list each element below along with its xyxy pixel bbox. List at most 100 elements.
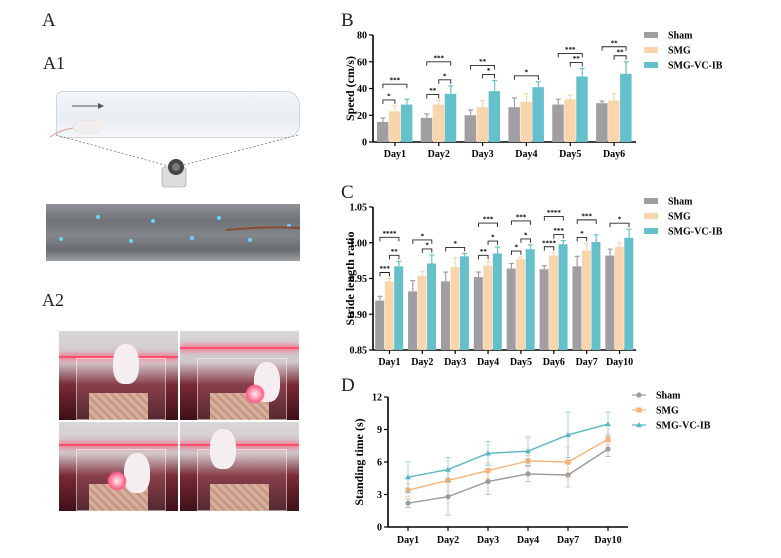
y-axis-title: Stride length ratio [343,232,357,326]
x-tick-label: Day4 [517,535,539,546]
bar-smg [564,99,576,142]
significance-label: ** [573,55,581,63]
significance-bracket [382,99,396,104]
y-tick-label: 3 [377,490,382,501]
legend-label-0: Sham [668,31,693,42]
significance-bracket [421,248,433,253]
legend-label-2: SMG-VC-IB [656,421,711,432]
significance-bracket [613,55,627,60]
significance-label: ** [611,39,619,47]
y-tick-label: 0.85 [350,346,368,357]
significance-label: * [453,240,457,248]
data-point [605,436,611,442]
bar-smg [614,247,624,350]
significance-bracket [388,254,400,260]
x-tick-label: Day3 [444,357,466,368]
bar-sham [508,107,520,142]
significance-label: **** [382,230,397,238]
bar-smg [549,255,559,350]
data-point [485,468,491,474]
legend-marker-1 [636,407,642,413]
significance-label: *** [379,265,390,273]
legend-label-0: Sham [668,197,693,208]
significance-bracket [520,238,531,243]
significance-label: * [387,92,391,100]
significance-bracket [487,240,499,246]
significance-label: **** [542,239,557,247]
significance-label: ** [391,248,399,256]
cage-photo-2 [180,331,299,420]
bar-sham [572,266,582,350]
bar-sham [596,103,608,142]
bar-smg [450,267,460,350]
footprint-photo [46,204,301,261]
y-tick-label: 60 [357,57,367,68]
panel-label-a: A [42,10,56,31]
bar-sham [376,121,389,142]
significance-bracket [382,83,408,89]
camera-fov-line-left [55,134,169,167]
legend-swatch-2 [644,228,658,234]
bar-smg-vc-ib [525,249,535,350]
panel-label-c: C [341,182,354,203]
significance-label: *** [434,54,445,62]
a2-photo-grid [59,331,299,511]
significance-label: * [525,68,529,76]
significance-bracket [426,94,440,99]
legend-swatch-0 [644,198,658,204]
x-tick-label: Day2 [437,535,459,546]
x-tick-label: Day10 [606,357,633,368]
mouse-icon [49,119,107,138]
significance-bracket [553,234,564,239]
x-tick-label: Day7 [557,535,579,546]
bar-sham [375,300,385,350]
significance-bracket [510,220,531,225]
significance-bracket [576,237,588,242]
panel-label-d: D [341,375,355,396]
significance-bracket [482,74,496,79]
chart-stride: 0.85 0.90 0.95 1.00 1.05 Stride length ratio D… [343,197,723,369]
significance-label: ** [429,87,437,95]
data-point [565,431,571,438]
bar-smg-vc-ib [400,104,413,142]
bar-smg [516,259,526,350]
legend-label-2: SMG-VC-IB [668,61,723,72]
mouse-tail [225,226,301,231]
x-tick-label: Day1 [378,357,400,368]
bar-smg [581,250,591,350]
bar-sham [506,268,516,350]
significance-bracket [513,75,539,80]
bar-smg-vc-ib [624,237,634,350]
cage-photo-3 [59,422,178,511]
significance-label: * [421,232,425,240]
data-point [485,478,491,485]
significance-label: ** [480,248,488,256]
significance-bracket [543,246,555,251]
x-tick-label: Day6 [603,149,625,160]
bar-smg [417,275,427,350]
data-point [485,450,491,456]
legend-swatch-2 [644,62,658,68]
bar-smg-vc-ib [591,242,601,350]
data-point [525,448,531,454]
y-tick-label: 12 [372,393,382,404]
significance-label: * [580,230,584,238]
bar-sham [464,115,477,142]
significance-label: * [618,216,622,224]
significance-bracket [510,250,522,256]
bar-sham [420,117,433,142]
bar-sham [440,281,450,350]
legend-marker-2 [636,422,642,428]
x-tick-label: Day2 [411,357,433,368]
x-tick-label: Day3 [471,149,493,160]
significance-label: **** [547,209,562,217]
data-point [525,471,531,477]
significance-label: *** [553,227,564,235]
x-tick-label: Day5 [559,149,581,160]
significance-label: * [514,244,518,252]
significance-bracket [426,61,452,66]
bar-smg [608,100,620,142]
series-line-smg-vc-ib [407,423,609,478]
y-tick-label: 0.90 [350,310,368,321]
camera-fov-line-right [179,134,299,167]
